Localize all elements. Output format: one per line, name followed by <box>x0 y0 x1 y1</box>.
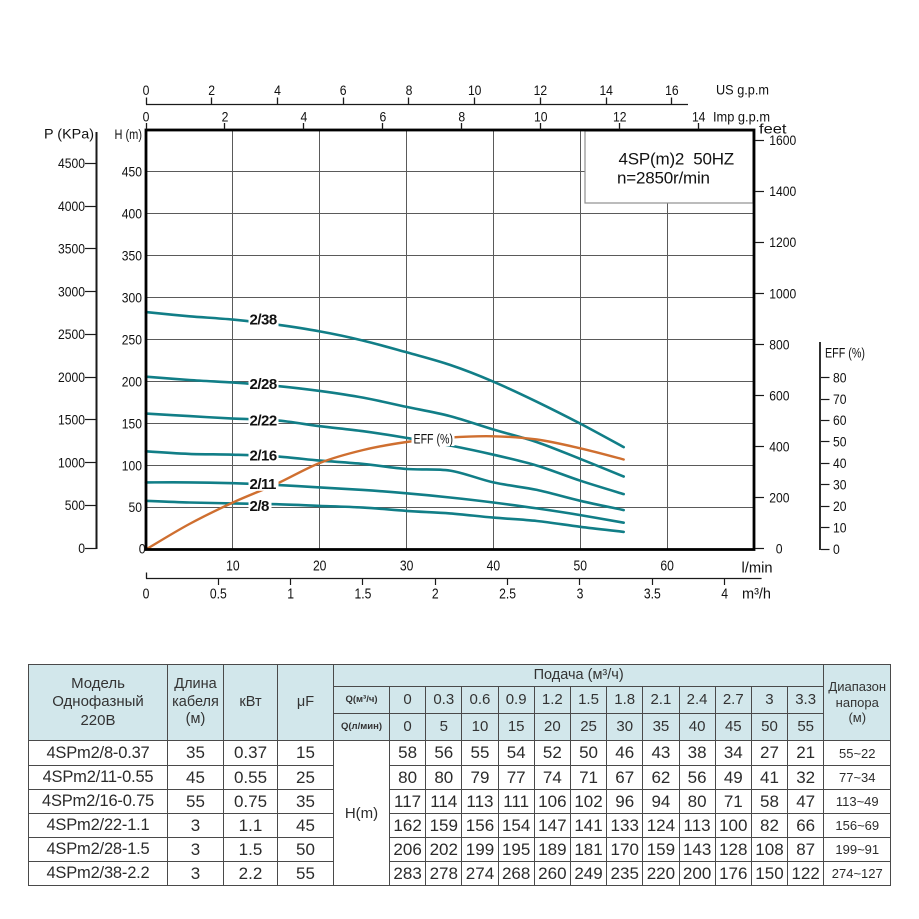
svg-text:0: 0 <box>833 542 840 557</box>
svg-text:10: 10 <box>468 82 482 98</box>
svg-text:3500: 3500 <box>58 242 85 257</box>
svg-text:6: 6 <box>340 82 347 98</box>
svg-text:400: 400 <box>122 207 142 222</box>
svg-text:2500: 2500 <box>58 327 85 342</box>
svg-text:20: 20 <box>313 559 327 575</box>
svg-text:1200: 1200 <box>769 235 796 250</box>
svg-text:600: 600 <box>769 388 789 403</box>
svg-text:10: 10 <box>226 559 240 575</box>
svg-text:feet: feet <box>759 121 787 137</box>
svg-text:400: 400 <box>769 440 789 455</box>
svg-text:2/22: 2/22 <box>250 413 277 430</box>
svg-text:10: 10 <box>833 521 847 536</box>
svg-text:60: 60 <box>660 559 674 575</box>
svg-text:200: 200 <box>769 491 789 506</box>
svg-text:1: 1 <box>287 587 294 603</box>
svg-text:3.5: 3.5 <box>644 587 661 603</box>
svg-text:2/38: 2/38 <box>250 312 277 329</box>
svg-text:Imp g.p.m: Imp g.p.m <box>713 109 770 125</box>
svg-text:40: 40 <box>487 559 501 575</box>
svg-text:16: 16 <box>665 82 679 98</box>
svg-text:250: 250 <box>122 332 142 347</box>
svg-text:1000: 1000 <box>58 455 85 470</box>
svg-text:10: 10 <box>534 109 548 125</box>
svg-text:1600: 1600 <box>769 133 796 148</box>
svg-text:P (KPa): P (KPa) <box>44 126 94 142</box>
svg-text:60: 60 <box>833 413 847 428</box>
svg-text:20: 20 <box>833 499 847 514</box>
svg-text:EFF (%): EFF (%) <box>825 346 865 361</box>
svg-text:14: 14 <box>599 82 613 98</box>
svg-text:0: 0 <box>139 542 146 557</box>
svg-text:0: 0 <box>776 542 783 557</box>
svg-text:450: 450 <box>122 165 142 180</box>
svg-text:14: 14 <box>692 109 706 125</box>
svg-text:US g.p.m: US g.p.m <box>716 82 769 98</box>
svg-text:1000: 1000 <box>769 286 796 301</box>
svg-text:2.5: 2.5 <box>499 587 516 603</box>
svg-text:4: 4 <box>721 587 728 603</box>
svg-text:1500: 1500 <box>58 413 85 428</box>
svg-text:0: 0 <box>143 109 150 125</box>
svg-text:200: 200 <box>122 374 142 389</box>
svg-text:1400: 1400 <box>769 184 796 199</box>
svg-text:1.5: 1.5 <box>355 587 372 603</box>
svg-text:n=2850r/min: n=2850r/min <box>617 169 710 188</box>
svg-text:100: 100 <box>122 458 142 473</box>
svg-text:2/11: 2/11 <box>250 476 277 493</box>
svg-text:2/16: 2/16 <box>250 448 277 465</box>
svg-text:4500: 4500 <box>58 156 85 171</box>
svg-text:2: 2 <box>432 587 439 603</box>
svg-text:4: 4 <box>274 82 281 98</box>
svg-text:40: 40 <box>833 456 847 471</box>
svg-text:0: 0 <box>143 82 150 98</box>
svg-text:800: 800 <box>769 337 789 352</box>
svg-text:4: 4 <box>301 109 308 125</box>
svg-text:3: 3 <box>577 587 584 603</box>
svg-text:2: 2 <box>208 82 215 98</box>
svg-text:150: 150 <box>122 416 142 431</box>
svg-text:m³/h: m³/h <box>742 586 771 603</box>
svg-text:30: 30 <box>400 559 414 575</box>
svg-text:4SP(m)2 50HZ: 4SP(m)2 50HZ <box>619 150 735 169</box>
svg-text:300: 300 <box>122 291 142 306</box>
svg-text:350: 350 <box>122 249 142 264</box>
svg-text:2/28: 2/28 <box>250 376 277 393</box>
svg-text:0.5: 0.5 <box>210 587 227 603</box>
svg-text:12: 12 <box>613 109 627 125</box>
svg-text:80: 80 <box>833 370 847 385</box>
svg-text:2: 2 <box>222 109 229 125</box>
svg-text:H (m): H (m) <box>115 127 143 142</box>
svg-text:2000: 2000 <box>58 370 85 385</box>
svg-text:70: 70 <box>833 392 847 407</box>
svg-text:4000: 4000 <box>58 199 85 214</box>
svg-text:30: 30 <box>833 478 847 493</box>
svg-text:0: 0 <box>143 587 150 603</box>
svg-text:3000: 3000 <box>58 284 85 299</box>
svg-text:EFF (%): EFF (%) <box>414 432 454 447</box>
svg-text:8: 8 <box>458 109 465 125</box>
svg-text:50: 50 <box>833 435 847 450</box>
svg-text:8: 8 <box>406 82 413 98</box>
svg-text:0: 0 <box>78 541 85 556</box>
svg-text:50: 50 <box>574 559 588 575</box>
svg-text:l/min: l/min <box>742 560 773 577</box>
svg-text:12: 12 <box>534 82 548 98</box>
svg-text:2/8: 2/8 <box>250 498 270 515</box>
svg-text:6: 6 <box>380 109 387 125</box>
svg-text:50: 50 <box>129 500 143 515</box>
svg-text:500: 500 <box>65 498 85 513</box>
